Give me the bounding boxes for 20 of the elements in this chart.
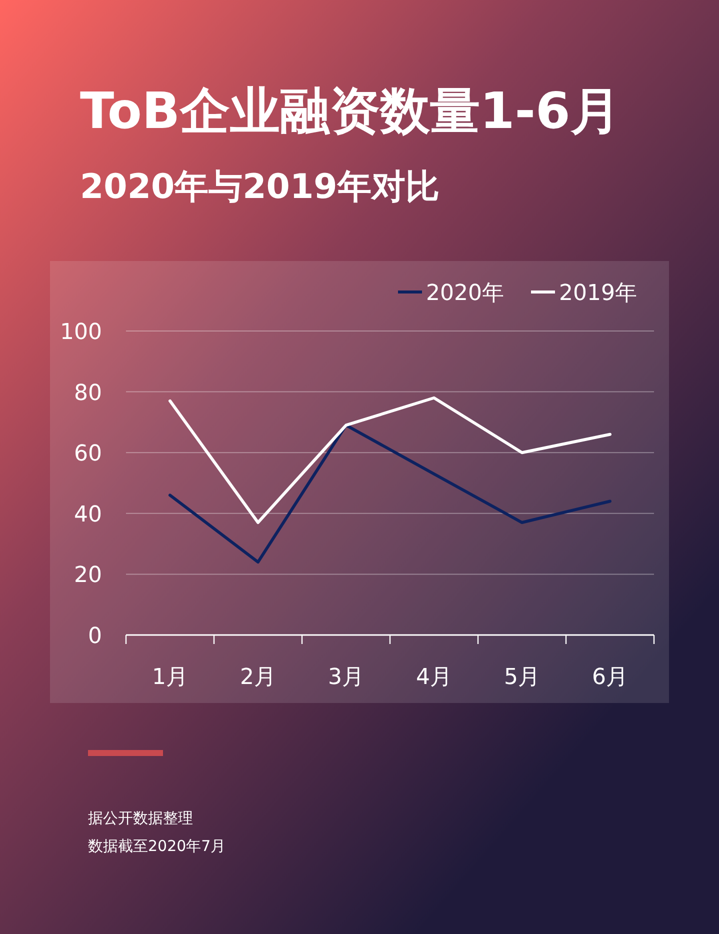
- x-tick-label: 2月: [240, 665, 276, 690]
- text: 数据截至2020年7月: [88, 837, 226, 855]
- x-tick-label: 5月: [504, 665, 540, 690]
- chart-title: ToB企业融资数量1-6月: [80, 82, 620, 140]
- x-tick-label: 4月: [416, 665, 452, 690]
- legend-label: 2020年: [426, 281, 504, 306]
- y-tick-label: 40: [74, 502, 102, 528]
- x-tick-label: 6月: [592, 665, 628, 690]
- y-tick-label: 100: [60, 320, 102, 345]
- y-tick-label: 60: [74, 442, 102, 467]
- line-series: [168, 424, 612, 564]
- x-tick-label: 1月: [152, 665, 188, 690]
- y-tick-label: 80: [74, 380, 102, 406]
- y-tick-label: 0: [88, 624, 102, 649]
- text: 据公开数据整理: [88, 809, 193, 827]
- x-tick-label: 3月: [328, 665, 364, 690]
- line-series: [168, 396, 612, 524]
- chart-subtitle: 2020年与2019年对比: [80, 167, 440, 207]
- legend-label: 2019年: [559, 281, 637, 306]
- y-tick-label: 20: [74, 563, 102, 588]
